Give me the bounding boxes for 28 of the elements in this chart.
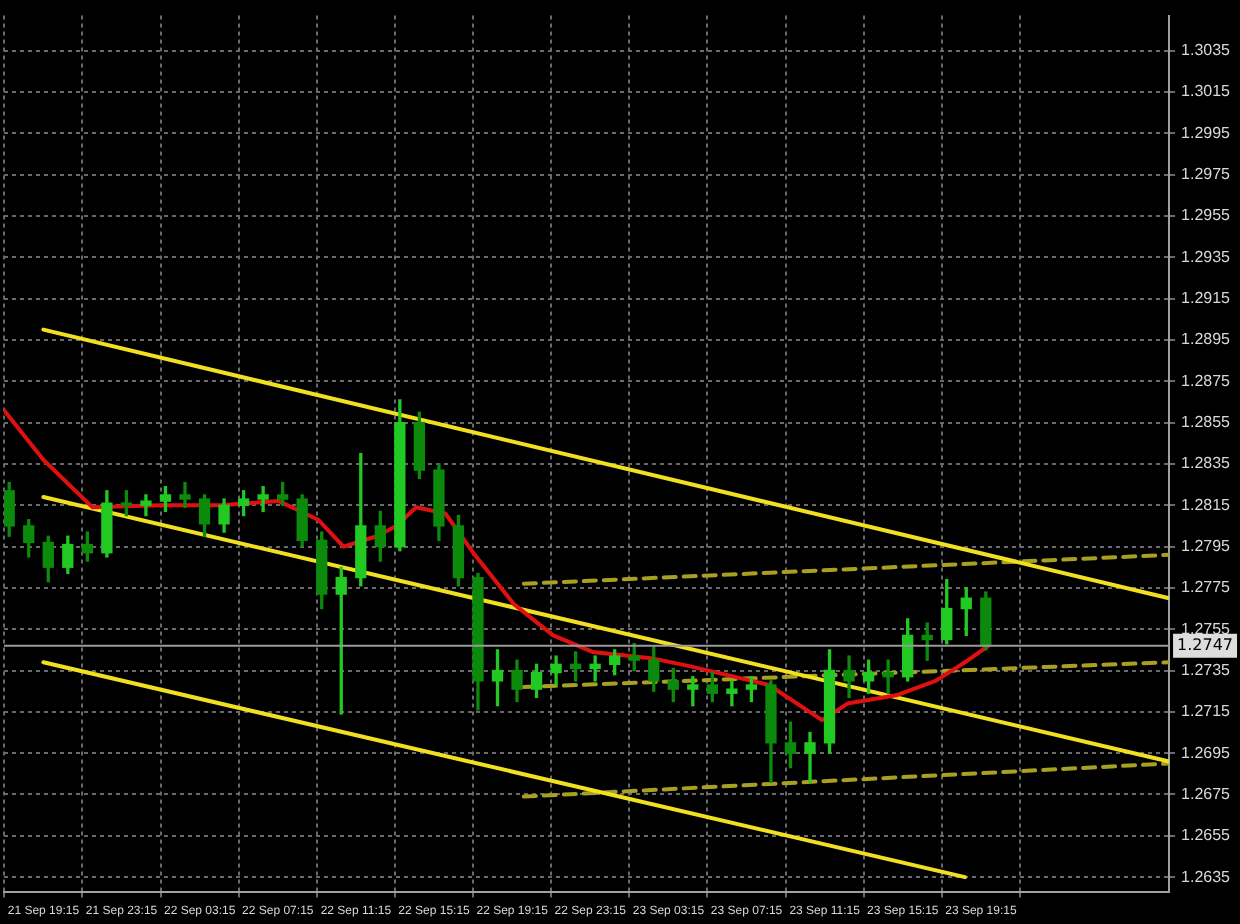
y-tick-label: 1.2655 xyxy=(1181,826,1232,845)
candlestick xyxy=(589,655,601,682)
candlestick xyxy=(257,486,269,513)
candlestick xyxy=(804,731,816,783)
ref-line-label: 1.2747 xyxy=(1177,635,1234,654)
y-tick-label: 1.2735 xyxy=(1181,660,1232,679)
y-tick-label: 1.2835 xyxy=(1181,454,1232,473)
y-tick-label: 1.2895 xyxy=(1181,330,1232,349)
candlestick xyxy=(882,659,894,694)
y-tick-label: 1.2635 xyxy=(1181,867,1232,886)
y-tick-label: 1.2915 xyxy=(1181,289,1232,308)
candlestick xyxy=(179,481,191,508)
y-tick-label: 1.3035 xyxy=(1181,41,1232,60)
y-tick-label: 1.2955 xyxy=(1181,206,1232,225)
y-tick-label: 1.2795 xyxy=(1181,536,1232,555)
y-tick-label: 1.2935 xyxy=(1181,247,1232,266)
y-tick-label: 1.2695 xyxy=(1181,743,1232,762)
y-tick-label: 1.2775 xyxy=(1181,578,1232,597)
y-tick-label: 1.2975 xyxy=(1181,165,1232,184)
y-tick-label: 1.3015 xyxy=(1181,82,1232,101)
y-tick-label: 1.2815 xyxy=(1181,495,1232,514)
y-tick-label: 1.2675 xyxy=(1181,784,1232,803)
y-tick-label: 1.2715 xyxy=(1181,702,1232,721)
candlestick xyxy=(726,680,738,707)
y-tick-label: 1.2755 xyxy=(1181,619,1232,638)
y-tick-label: 1.2875 xyxy=(1181,371,1232,390)
y-tick-label: 1.2995 xyxy=(1181,123,1232,142)
y-tick-label: 1.2855 xyxy=(1181,413,1232,432)
